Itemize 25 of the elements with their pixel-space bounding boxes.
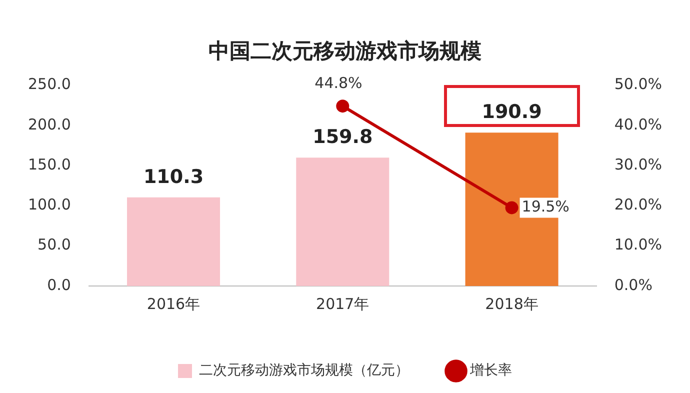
y2-tick-label: 40.0%	[614, 115, 662, 134]
data-label: 19.5%	[522, 198, 570, 216]
y2-tick-label: 0.0%	[614, 276, 652, 294]
data-label: 44.8%	[314, 74, 362, 92]
y-tick-label: 150.0	[28, 155, 71, 174]
chart-title: 中国二次元移动游戏市场规模	[208, 39, 482, 64]
bar	[296, 158, 390, 286]
y2-tick-label: 10.0%	[614, 236, 662, 254]
x-tick-label: 2017年	[316, 294, 370, 313]
x-tick-label: 2018年	[485, 294, 538, 313]
y-tick-label: 0.0	[47, 276, 71, 294]
y-tick-label: 50.0	[38, 236, 71, 254]
data-label: 190.9	[482, 101, 542, 124]
data-label: 159.8	[312, 126, 373, 148]
y-tick-label: 100.0	[28, 196, 71, 214]
legend-label: 二次元移动游戏市场规模（亿元）	[199, 362, 409, 379]
data-label: 110.3	[143, 166, 204, 188]
x-tick-label: 2016年	[146, 294, 200, 313]
y2-tick-label: 50.0%	[614, 75, 662, 94]
y-tick-label: 250.0	[28, 75, 71, 94]
y-tick-label: 200.0	[28, 115, 71, 134]
y2-tick-label: 20.0%	[614, 196, 662, 214]
y2-tick-label: 30.0%	[614, 155, 662, 174]
legend-label: 增长率	[469, 362, 512, 379]
bar	[127, 197, 220, 286]
